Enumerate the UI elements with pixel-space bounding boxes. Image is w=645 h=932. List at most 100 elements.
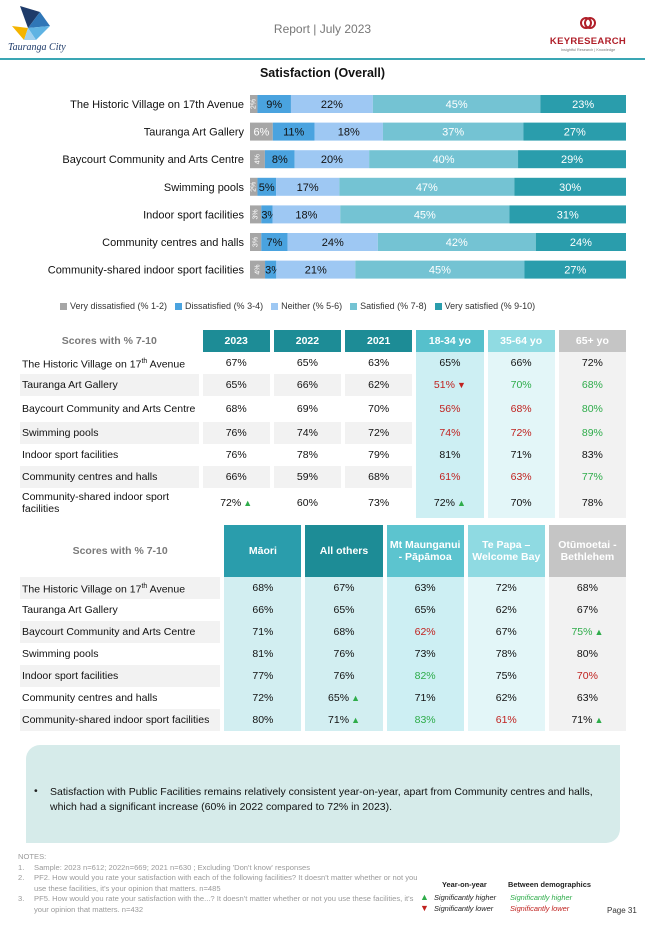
category-label: Tauranga Art Gallery bbox=[144, 127, 245, 139]
scores-table-year-age: Scores with % 7-10 2023 2022 2021 18-34 yo 35… bbox=[20, 330, 626, 518]
table-cell: 89% bbox=[554, 422, 626, 444]
header-divider bbox=[0, 58, 645, 60]
bar-value-label: 3% bbox=[252, 237, 259, 247]
table-cell: 67% bbox=[463, 621, 545, 643]
table-cell-value: 68% bbox=[252, 582, 274, 594]
legend-item: Very dissatisfied (% 1-2) bbox=[60, 301, 167, 311]
table-row-label: Swimming pools bbox=[20, 643, 221, 665]
bar-segment bbox=[355, 260, 525, 279]
table-cell: 68% bbox=[341, 466, 413, 488]
notes-title: NOTES: bbox=[18, 852, 47, 861]
table-row-label: Baycourt Community and Arts Centre bbox=[20, 396, 199, 422]
footnotes: NOTES: 1. Sample: 2023 n=612; 2022n=669; … bbox=[18, 852, 418, 915]
table-cell-value: 67% bbox=[333, 582, 355, 594]
table-cell-value: 63% bbox=[368, 357, 390, 369]
bar-segment bbox=[257, 177, 277, 196]
bar-value-label: 24% bbox=[322, 237, 344, 249]
table-cell-value: 70% bbox=[368, 403, 390, 415]
bar-segment bbox=[265, 260, 277, 279]
table-cell-value: 72% bbox=[495, 582, 517, 594]
sig-higher-triangle-icon: ▲ bbox=[351, 693, 360, 703]
table-cell-value: 74% bbox=[296, 427, 318, 439]
table-cell-value: 72% bbox=[252, 692, 274, 704]
table-cell: 72% bbox=[554, 352, 626, 374]
table-cell: 80% bbox=[554, 396, 626, 422]
table-cell-value: 59% bbox=[296, 471, 318, 483]
table-row: Indoor sport facilities 76% 78% 79% 81% 71% 83… bbox=[20, 444, 626, 466]
table-cell: 72% bbox=[483, 422, 555, 444]
table-cell: 73% bbox=[341, 488, 413, 518]
table-cell-value: 65% bbox=[225, 379, 247, 391]
table-cell: 76% bbox=[198, 444, 270, 466]
table-cell: 69% bbox=[269, 396, 342, 422]
table-cell-value: 68% bbox=[333, 626, 355, 638]
table-cell: 62% bbox=[463, 599, 545, 621]
table-cell: 71% bbox=[382, 687, 464, 709]
bar-value-label: 24% bbox=[570, 237, 592, 249]
bar-segment bbox=[518, 150, 626, 169]
table-cell: 68% bbox=[220, 577, 302, 599]
bar-value-label: 2% bbox=[251, 182, 258, 192]
table-cell-value: 65% bbox=[296, 357, 318, 369]
table-cell: 75% bbox=[463, 665, 545, 687]
chart-legend: Very dissatisfied (% 1-2) Dissatisfied (%… bbox=[60, 301, 620, 311]
bar-value-label: 18% bbox=[338, 127, 360, 139]
legend-item: Satisfied (% 7-8) bbox=[350, 301, 427, 311]
table-cell-value: 71% bbox=[328, 714, 350, 726]
bar-segment bbox=[261, 205, 273, 224]
bar-segment bbox=[250, 150, 265, 169]
legend-swatch bbox=[60, 302, 67, 310]
summary-box bbox=[26, 745, 620, 843]
footnote-number: 3. bbox=[18, 894, 25, 903]
table-cell: 63% bbox=[341, 352, 413, 374]
bar-value-label: 17% bbox=[297, 182, 319, 194]
bar-segment bbox=[261, 233, 288, 251]
bar-segment bbox=[340, 205, 510, 224]
table-cell-value: 78% bbox=[581, 497, 603, 509]
bar-segment bbox=[514, 177, 626, 196]
table-cell-value: 62% bbox=[495, 692, 517, 704]
category-label: Community-shared indoor sport facilities bbox=[48, 265, 245, 277]
sig-higher-triangle-icon: ▲ bbox=[351, 715, 360, 725]
legend-label: Neither (% 5-6) bbox=[281, 301, 343, 311]
table-cell: 71% ▲ bbox=[301, 709, 383, 731]
table-cell-value: 66% bbox=[510, 357, 532, 369]
key-year-heading: Year-on-year bbox=[442, 880, 487, 889]
legend-label: Dissatisfied (% 3-4) bbox=[185, 301, 264, 311]
bar-segment bbox=[290, 95, 373, 113]
table-cell: 62% bbox=[341, 374, 413, 396]
table-cell-value: 68% bbox=[581, 379, 603, 391]
table-row: Baycourt Community and Arts Centre 71% 68%… bbox=[20, 621, 626, 643]
table-cell: 77% bbox=[554, 466, 626, 488]
table-cell-value: 63% bbox=[510, 471, 532, 483]
table-row-label: Baycourt Community and Arts Centre bbox=[20, 621, 221, 643]
table-cell-value: 70% bbox=[510, 497, 532, 509]
category-label: Baycourt Community and Arts Centre bbox=[62, 154, 244, 166]
key-down-triangle-icon: ▼ bbox=[420, 903, 429, 913]
table-column-header: 35-64 yo bbox=[483, 330, 555, 352]
bar-segment bbox=[372, 95, 541, 113]
table-cell: 63% bbox=[483, 466, 555, 488]
bar-segment bbox=[272, 205, 341, 224]
table-cell: 72% bbox=[463, 577, 545, 599]
bar-value-label: 4% bbox=[254, 265, 261, 275]
table-row-label: The Historic Village on 17th Avenue bbox=[20, 352, 199, 374]
bar-segment bbox=[276, 260, 356, 279]
table-cell: 51% ▼ bbox=[412, 374, 484, 396]
table-cell-value: 74% bbox=[439, 427, 461, 439]
legend-label: Very dissatisfied (% 1-2) bbox=[70, 301, 168, 311]
table-cell: 63% bbox=[382, 577, 464, 599]
bar-segment bbox=[250, 233, 262, 251]
table-cell: 66% bbox=[483, 352, 555, 374]
footnote-number: 1. bbox=[18, 862, 25, 872]
footnote-text: Sample: 2023 n=612; 2022n=669; 2021 n=63… bbox=[34, 862, 311, 872]
bar-value-label: 9% bbox=[266, 99, 282, 111]
bar-value-label: 22% bbox=[321, 99, 343, 111]
table-column-header: Mt Maunganui - Pāpāmoa bbox=[382, 525, 464, 577]
table-cell-value: 73% bbox=[368, 497, 390, 509]
bar-segment bbox=[339, 177, 515, 196]
table-cell: 61% bbox=[463, 709, 545, 731]
table-cell-value: 80% bbox=[252, 714, 274, 726]
bar-segment bbox=[382, 122, 524, 141]
table-cell: 71% ▲ bbox=[544, 709, 626, 731]
